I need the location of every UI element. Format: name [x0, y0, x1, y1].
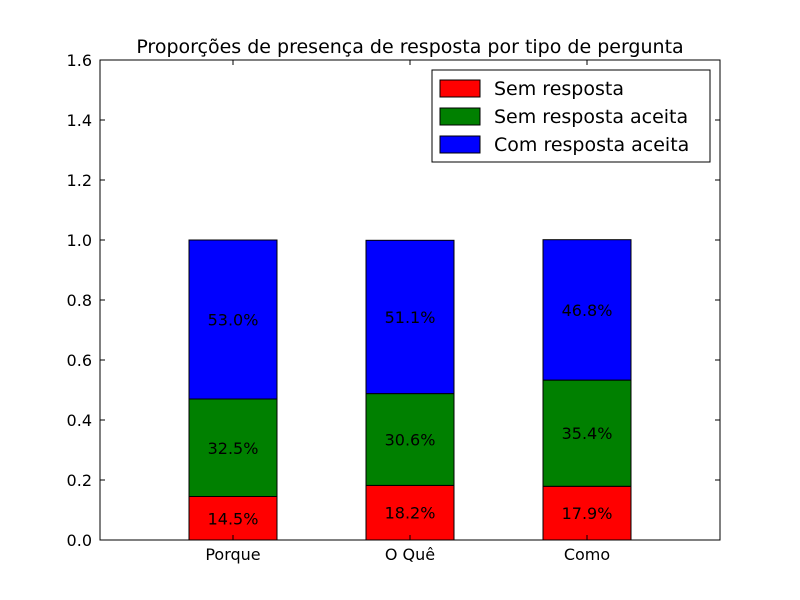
- bar-value-label: 30.6%: [385, 431, 436, 450]
- bar-value-label: 18.2%: [385, 504, 436, 523]
- y-tick-label: 0.0: [67, 531, 92, 550]
- y-tick-label: 0.2: [67, 471, 92, 490]
- legend-swatch: [439, 107, 481, 126]
- bar-value-label: 17.9%: [562, 504, 613, 523]
- bar-value-label: 35.4%: [562, 424, 613, 443]
- bar-value-label: 32.5%: [208, 439, 259, 458]
- chart-title: Proporções de presença de resposta por t…: [136, 36, 683, 58]
- legend: Sem resposta Sem resposta aceita Com respo…: [431, 69, 711, 163]
- y-tick-label: 1.4: [67, 111, 92, 130]
- plot-frame: [99, 59, 721, 541]
- y-tick-label: 0.6: [67, 351, 92, 370]
- x-tick-label: Porque: [205, 545, 260, 564]
- bar-segment: [188, 239, 278, 400]
- y-tick-label: 1.6: [67, 51, 92, 70]
- legend-swatch: [439, 135, 481, 154]
- x-tick-label: Como: [564, 545, 610, 564]
- bar-segment: [365, 484, 455, 541]
- bar-segment: [365, 239, 455, 395]
- bar-segment: [542, 239, 632, 381]
- x-tick-label: O Quê: [385, 545, 435, 564]
- bar-value-label: 14.5%: [208, 509, 259, 528]
- y-tick-label: 1.2: [67, 171, 92, 190]
- legend-label: Com resposta aceita: [494, 134, 689, 156]
- y-tick-label: 0.8: [67, 291, 92, 310]
- bar-value-label: 53.0%: [208, 311, 259, 330]
- legend-swatch: [439, 79, 481, 98]
- bar-value-label: 46.8%: [562, 301, 613, 320]
- y-tick-label: 0.4: [67, 411, 92, 430]
- legend-label: Sem resposta aceita: [494, 106, 688, 128]
- bar-segment: [542, 485, 632, 541]
- y-tick-label: 1.0: [67, 231, 92, 250]
- bar-segment: [365, 393, 455, 486]
- legend-label: Sem resposta: [494, 78, 624, 100]
- bar-value-label: 51.1%: [385, 308, 436, 327]
